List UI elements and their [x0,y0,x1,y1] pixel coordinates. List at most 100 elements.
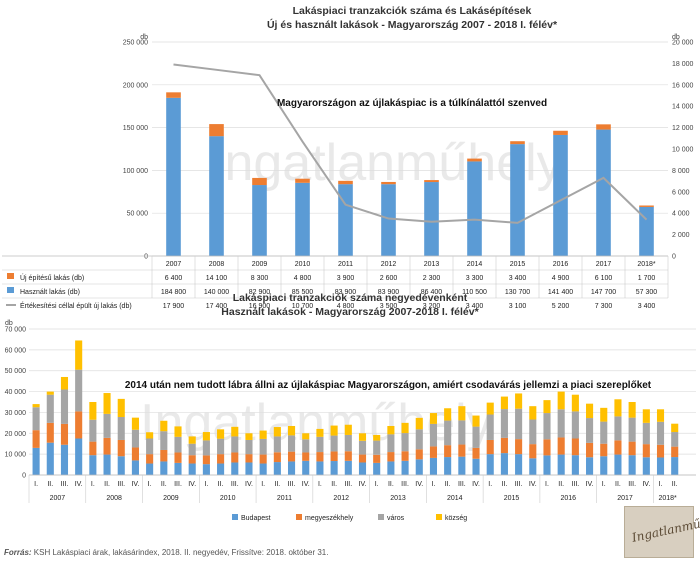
bottom-bar-segment [287,451,296,462]
bottom-bar-segment [642,444,650,458]
bottom-bar-segment [217,454,225,464]
bottom-bar-segment [302,433,310,440]
bottom-bar-segment [174,462,182,475]
top-y2-tick-label: 8 000 [672,168,690,175]
bottom-title-line2: Használt lakások - Magyarország 2007-201… [221,306,479,318]
bottom-bar-segment [529,406,537,420]
bottom-bar-segment [543,455,551,475]
bottom-bar-segment [671,446,679,458]
bottom-title-line1: Lakáspiaci tranzakciók száma negyedévenk… [233,292,468,304]
bottom-bar-segment [444,420,452,446]
bottom-bar-segment [458,420,466,445]
top-bar-used [639,206,654,256]
table-series-name: Új építésű lakás (db) [20,273,84,282]
bottom-bar-segment [231,452,239,463]
bottom-bar-segment [146,438,154,455]
top-bar-new [639,205,654,207]
top-bar-used [510,144,525,256]
top-bar-new [467,158,482,162]
bottom-year-label: 2007 [50,495,66,502]
table-cell-value: 83 900 [378,289,400,296]
bottom-bar-segment [600,443,608,457]
bottom-year-label: 2012 [333,495,349,502]
bottom-bar-segment [515,454,523,475]
top-bar-used [553,134,568,256]
bottom-bar-segment [217,438,225,455]
bottom-quarter-label: I. [375,481,379,488]
bottom-bar-segment [600,407,608,422]
table-cell-value: 147 700 [591,289,616,296]
top-bar-new [252,177,267,186]
bottom-bar-segment [486,439,494,455]
bottom-bar-segment [273,436,281,453]
bottom-bar-segment [557,409,565,438]
bottom-bar-segment [117,398,125,418]
bottom-bar-segment [486,454,494,475]
bottom-bar-segment [586,442,594,458]
table-legend-swatch [7,273,14,279]
table-cell-value: 17 400 [206,303,228,310]
top-data-table: 2007 2008 2009 2010 2011 2012 2013 2014 2015 2016… [2,255,669,310]
bottom-quarter-label: IV. [245,481,253,488]
top-right-axis-ticks: 0 2 000 4 000 6 000 8 000 10 000 12 000 14 000 1… [672,40,694,261]
bottom-bar-segment [316,452,324,462]
top-bar-used [467,161,482,256]
top-x-category-label: 2014 [467,261,483,268]
bottom-bar-segment [75,438,83,475]
bottom-bar-segment [89,455,97,475]
bottom-bar-segment [330,451,338,462]
top-left-axis-ticks: 0 50 000 100 000 150 000 200 000 250 000 [123,40,148,261]
top-bar-used [209,136,224,256]
bottom-bar-segment [614,440,622,455]
bottom-year-label: 2016 [560,495,576,502]
bottom-quarter-label: I. [204,481,208,488]
bottom-bar-segment [287,461,296,475]
bottom-bar-segment [344,424,352,435]
table-cell-value: 5 200 [552,303,570,310]
bottom-x-axis-labels: I. II. III. IV. I. II. III. IV. I. II. III. IV. I. II… [28,474,696,503]
bottom-bar-segment [614,416,622,441]
bottom-bar-segment [373,462,381,475]
bottom-bar-segment [287,425,296,436]
bottom-bar-segment [642,422,650,445]
bottom-bar-segment [131,417,139,430]
bottom-bar-segment [358,454,367,463]
bottom-bar-segment [330,435,338,452]
top-bar-used [381,184,396,256]
bottom-year-label: 2014 [447,495,463,502]
bottom-legend: Budapest megyeszékhely város község [232,514,467,522]
table-cell-value: 3 400 [509,275,527,282]
bottom-y-tick-label: 40 000 [5,389,27,396]
bottom-bar-segment [273,427,281,437]
top-x-category-label: 2012 [381,261,397,268]
bottom-bar-segment [429,413,438,424]
bottom-bar-segment [231,462,239,475]
top-y-tick-label: 100 000 [123,168,148,175]
top-bar-new [295,178,310,183]
bottom-bar-segment [656,444,665,458]
table-cell-value: 3 300 [466,275,484,282]
bottom-bar-segment [160,449,168,462]
bottom-quarter-label: III. [628,481,636,488]
bottom-quarter-label: III. [288,481,296,488]
bottom-bar-segment [543,413,551,440]
bottom-year-label: 2010 [220,495,236,502]
top-bar-new [553,130,568,135]
top-bar-used [424,182,439,256]
legend-label: megyeszékhely [305,515,354,522]
top-chart-line-series [173,63,648,224]
bottom-quarter-label: III. [174,481,182,488]
bottom-bar-segment [46,391,54,395]
bottom-bar-segment [529,458,537,475]
bottom-bar-segment [103,393,111,414]
bottom-quarter-label: I. [91,481,95,488]
bottom-bar-segment [146,463,154,475]
top-y2-tick-label: 6 000 [672,189,690,196]
bottom-bar-segment [515,408,523,440]
bottom-bar-segment [500,453,508,475]
bottom-bar-segment [245,433,253,440]
bottom-bar-segment [472,458,480,475]
top-y-tick-label: 150 000 [123,125,148,132]
bottom-bar-segment [46,394,54,423]
bottom-y-tick-label: 20 000 [5,431,27,438]
